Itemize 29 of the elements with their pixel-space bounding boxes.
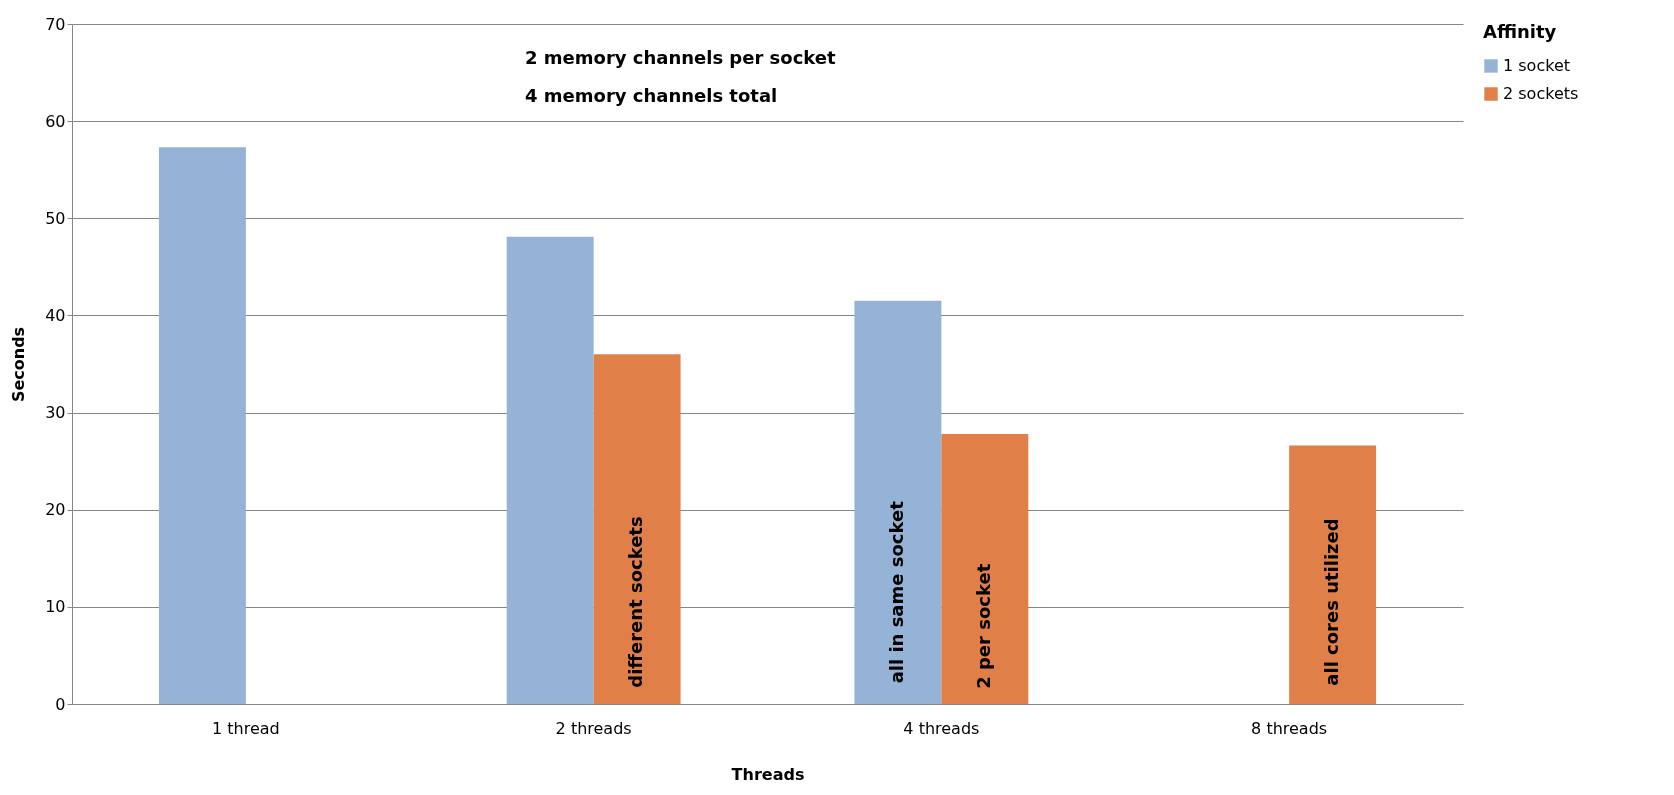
annotation: 4 memory channels total [525,85,778,106]
bar [1289,445,1377,704]
bar [506,236,594,704]
y-tick-label: 30 [45,403,66,423]
x-axis-title: Threads [731,764,805,784]
legend-title: Affinity [1483,21,1557,42]
y-tick-label: 60 [45,111,66,131]
y-tick-label: 0 [55,694,66,714]
legend-label: 1 socket [1503,56,1570,75]
annotation: all in same socket [885,500,907,684]
y-tick-label: 50 [45,208,66,228]
y-tick-label: 40 [45,305,66,325]
annotation: different sockets [625,516,647,688]
x-tick-label: 2 threads [555,718,632,738]
bar [941,433,1029,704]
y-tick-label: 20 [45,500,66,520]
bar [854,300,942,704]
y-tick-label: 70 [45,14,66,34]
annotation: 2 per socket [972,563,994,689]
bar [593,354,681,704]
annotation: all cores utilized [1320,518,1342,686]
x-tick-label: 1 thread [212,718,280,738]
annotation: 2 memory channels per socket [525,47,837,68]
x-tick-label: 8 threads [1251,718,1328,738]
legend-label: 2 sockets [1503,84,1579,103]
y-tick-label: 10 [45,597,66,617]
y-axis-title: Seconds [9,326,29,403]
x-tick-label: 4 threads [903,718,980,738]
bar [158,147,246,704]
